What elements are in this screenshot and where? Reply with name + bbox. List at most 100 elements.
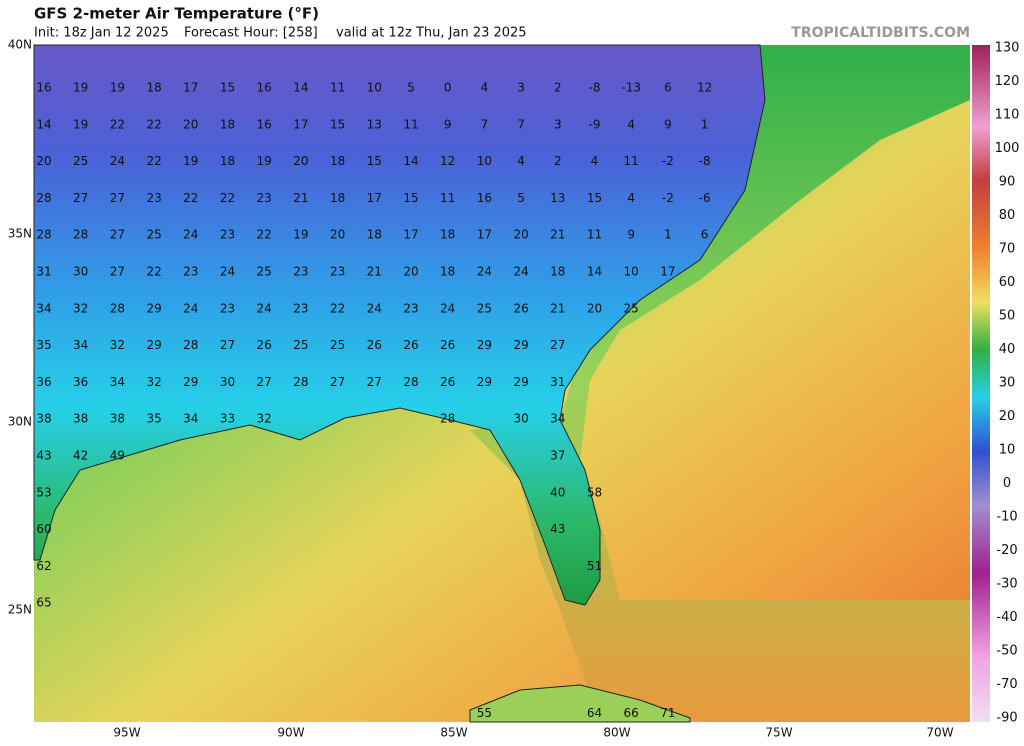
- station-value: 15: [367, 154, 382, 168]
- colorbar-label: 70: [999, 242, 1016, 257]
- station-value: 20: [403, 265, 418, 279]
- station-value: 18: [330, 154, 345, 168]
- station-value: 13: [550, 191, 565, 205]
- station-value: 28: [440, 412, 455, 426]
- brand: TROPICALTIDBITS.COM: [791, 25, 970, 41]
- station-value: 12: [440, 154, 455, 168]
- station-value: 23: [330, 265, 345, 279]
- station-value: 40: [550, 485, 565, 499]
- station-value: 24: [220, 265, 235, 279]
- station-value: 4: [627, 117, 635, 131]
- station-value: 26: [513, 301, 528, 315]
- station-value: 30: [513, 412, 528, 426]
- station-value: 25: [477, 301, 492, 315]
- station-value: 22: [183, 191, 198, 205]
- station-value: 32: [110, 338, 125, 352]
- station-value: 35: [146, 412, 161, 426]
- station-value: 43: [550, 522, 565, 536]
- station-value: 17: [183, 81, 198, 95]
- station-value: 9: [664, 117, 672, 131]
- station-value: 18: [146, 81, 161, 95]
- station-value: 21: [550, 228, 565, 242]
- station-value: 31: [550, 375, 565, 389]
- station-value: 4: [517, 154, 525, 168]
- station-value: 17: [477, 228, 492, 242]
- colorbar-label: 20: [999, 409, 1016, 424]
- station-value: 29: [477, 375, 492, 389]
- station-value: 23: [220, 301, 235, 315]
- station-value: 20: [183, 117, 198, 131]
- station-value: 28: [403, 375, 418, 389]
- station-value: 26: [257, 338, 272, 352]
- forecast-hour: Forecast Hour: [258]: [184, 26, 318, 41]
- station-value: 27: [110, 191, 125, 205]
- station-value: 19: [73, 117, 88, 131]
- lon-label: 70W: [926, 726, 953, 740]
- station-value: 32: [257, 412, 272, 426]
- station-value: 5: [407, 81, 415, 95]
- lat-label: 35N: [8, 227, 32, 241]
- station-value: 13: [367, 117, 382, 131]
- station-value: 24: [110, 154, 125, 168]
- station-value: 0: [444, 81, 452, 95]
- station-value: 20: [293, 154, 308, 168]
- station-value: 34: [73, 338, 88, 352]
- station-value: 22: [146, 265, 161, 279]
- station-value: 35: [36, 338, 51, 352]
- station-value: 1: [664, 228, 672, 242]
- station-value: 26: [403, 338, 418, 352]
- station-value: 17: [660, 265, 675, 279]
- station-value: 21: [367, 265, 382, 279]
- station-value: 9: [444, 117, 452, 131]
- station-value: 2: [554, 81, 562, 95]
- station-value: 22: [330, 301, 345, 315]
- station-value: 18: [440, 265, 455, 279]
- station-value: 34: [183, 412, 198, 426]
- colorbar-label: 10: [999, 443, 1016, 458]
- station-value: 28: [183, 338, 198, 352]
- station-value: 26: [440, 338, 455, 352]
- station-value: 28: [36, 228, 51, 242]
- station-value: 28: [293, 375, 308, 389]
- station-value: 14: [293, 81, 308, 95]
- colorbar-label: 120: [995, 74, 1020, 89]
- station-value: 58: [587, 485, 602, 499]
- colorbar-label: -10: [996, 510, 1017, 525]
- colorbar-label: -50: [996, 644, 1017, 659]
- station-value: 10: [624, 265, 639, 279]
- station-value: 24: [477, 265, 492, 279]
- station-value: 33: [220, 412, 235, 426]
- station-value: 23: [257, 191, 272, 205]
- lon-label: 95W: [113, 726, 140, 740]
- station-value: 42: [73, 449, 88, 463]
- station-value: 29: [146, 338, 161, 352]
- station-value: 31: [36, 265, 51, 279]
- station-value: 27: [110, 265, 125, 279]
- station-value: 29: [183, 375, 198, 389]
- station-value: 71: [660, 706, 675, 720]
- station-value: 10: [477, 154, 492, 168]
- station-value: 22: [257, 228, 272, 242]
- station-value: 22: [146, 117, 161, 131]
- station-value: 16: [257, 81, 272, 95]
- station-value: 23: [293, 301, 308, 315]
- lon-label: 85W: [440, 726, 467, 740]
- station-value: 27: [110, 228, 125, 242]
- station-value: 32: [146, 375, 161, 389]
- station-value: 19: [293, 228, 308, 242]
- station-value: 3: [517, 81, 525, 95]
- station-value: 29: [477, 338, 492, 352]
- lat-label: 40N: [8, 38, 32, 52]
- station-value: 66: [624, 706, 639, 720]
- station-value: 18: [550, 265, 565, 279]
- station-value: -6: [699, 191, 711, 205]
- station-value: 17: [367, 191, 382, 205]
- colorbar-label: 60: [999, 275, 1016, 290]
- station-value: 11: [624, 154, 639, 168]
- station-value: 38: [110, 412, 125, 426]
- station-value: 20: [330, 228, 345, 242]
- station-value: 7: [481, 117, 489, 131]
- station-value: 25: [330, 338, 345, 352]
- station-value: 23: [146, 191, 161, 205]
- colorbar-label: -30: [996, 577, 1017, 592]
